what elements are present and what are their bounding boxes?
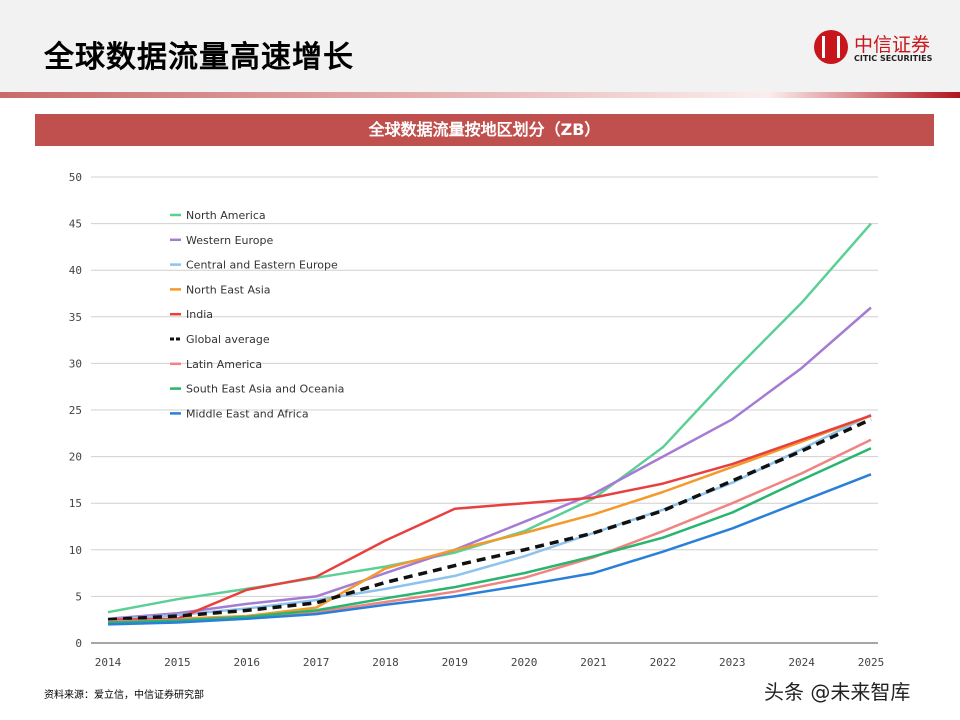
legend-label: Middle East and Africa [186, 407, 309, 420]
x-tick-label: 2016 [233, 656, 260, 669]
y-tick-label: 30 [69, 357, 82, 370]
citic-logo: 中信证券 CITIC SECURITIES [814, 30, 944, 70]
watermark: 头条 @未来智库 [764, 680, 911, 704]
x-tick-label: 2023 [719, 656, 746, 669]
series-line-western-europe [107, 306, 872, 621]
legend-label: Latin America [186, 358, 262, 371]
x-tick-label: 2024 [788, 656, 815, 669]
y-tick-label: 10 [69, 544, 82, 557]
x-tick-label: 2015 [164, 656, 191, 669]
source-note: 资料来源：爱立信，中信证券研究部 [44, 690, 204, 701]
y-tick-label: 50 [69, 171, 82, 184]
legend-label: Global average [186, 333, 270, 346]
logo-cn-text: 中信证券 [854, 34, 931, 56]
citic-logo-icon [814, 30, 848, 64]
series-line-india [107, 414, 872, 621]
legend-label: Western Europe [186, 234, 274, 247]
chart-title: 全球数据流量按地区划分（ZB） [35, 114, 934, 146]
y-tick-label: 45 [69, 218, 82, 231]
x-tick-label: 2021 [580, 656, 607, 669]
legend-label: Central and Eastern Europe [186, 259, 338, 272]
logo-en-text: CITIC SECURITIES [854, 54, 933, 63]
series-line-global-average [107, 417, 872, 622]
y-tick-label: 15 [69, 497, 82, 510]
series-line-central-and-eastern-europe [107, 413, 872, 621]
x-tick-label: 2018 [372, 656, 399, 669]
header: 全球数据流量高速增长 中信证券 CITIC SECURITIES [0, 0, 960, 92]
y-tick-label: 35 [69, 311, 82, 324]
y-tick-label: 0 [75, 637, 82, 650]
header-divider [0, 92, 960, 98]
y-tick-label: 20 [69, 451, 82, 464]
x-tick-label: 2019 [442, 656, 469, 669]
legend-label: India [186, 308, 213, 321]
series-line-south-east-asia-and-oceania [107, 447, 872, 624]
page-title: 全球数据流量高速增长 [44, 40, 354, 75]
series-line-latin-america [107, 438, 872, 623]
legend-label: North East Asia [186, 283, 271, 296]
x-tick-label: 2014 [95, 656, 122, 669]
series-line-middle-east-and-africa [107, 473, 872, 626]
y-tick-label: 25 [69, 404, 82, 417]
y-tick-label: 5 [75, 590, 82, 603]
x-tick-label: 2025 [858, 656, 885, 669]
y-tick-label: 40 [69, 264, 82, 277]
x-tick-label: 2022 [650, 656, 677, 669]
legend-label: North America [186, 209, 266, 222]
x-tick-label: 2017 [303, 656, 330, 669]
legend-label: South East Asia and Oceania [186, 383, 344, 396]
x-tick-label: 2020 [511, 656, 538, 669]
